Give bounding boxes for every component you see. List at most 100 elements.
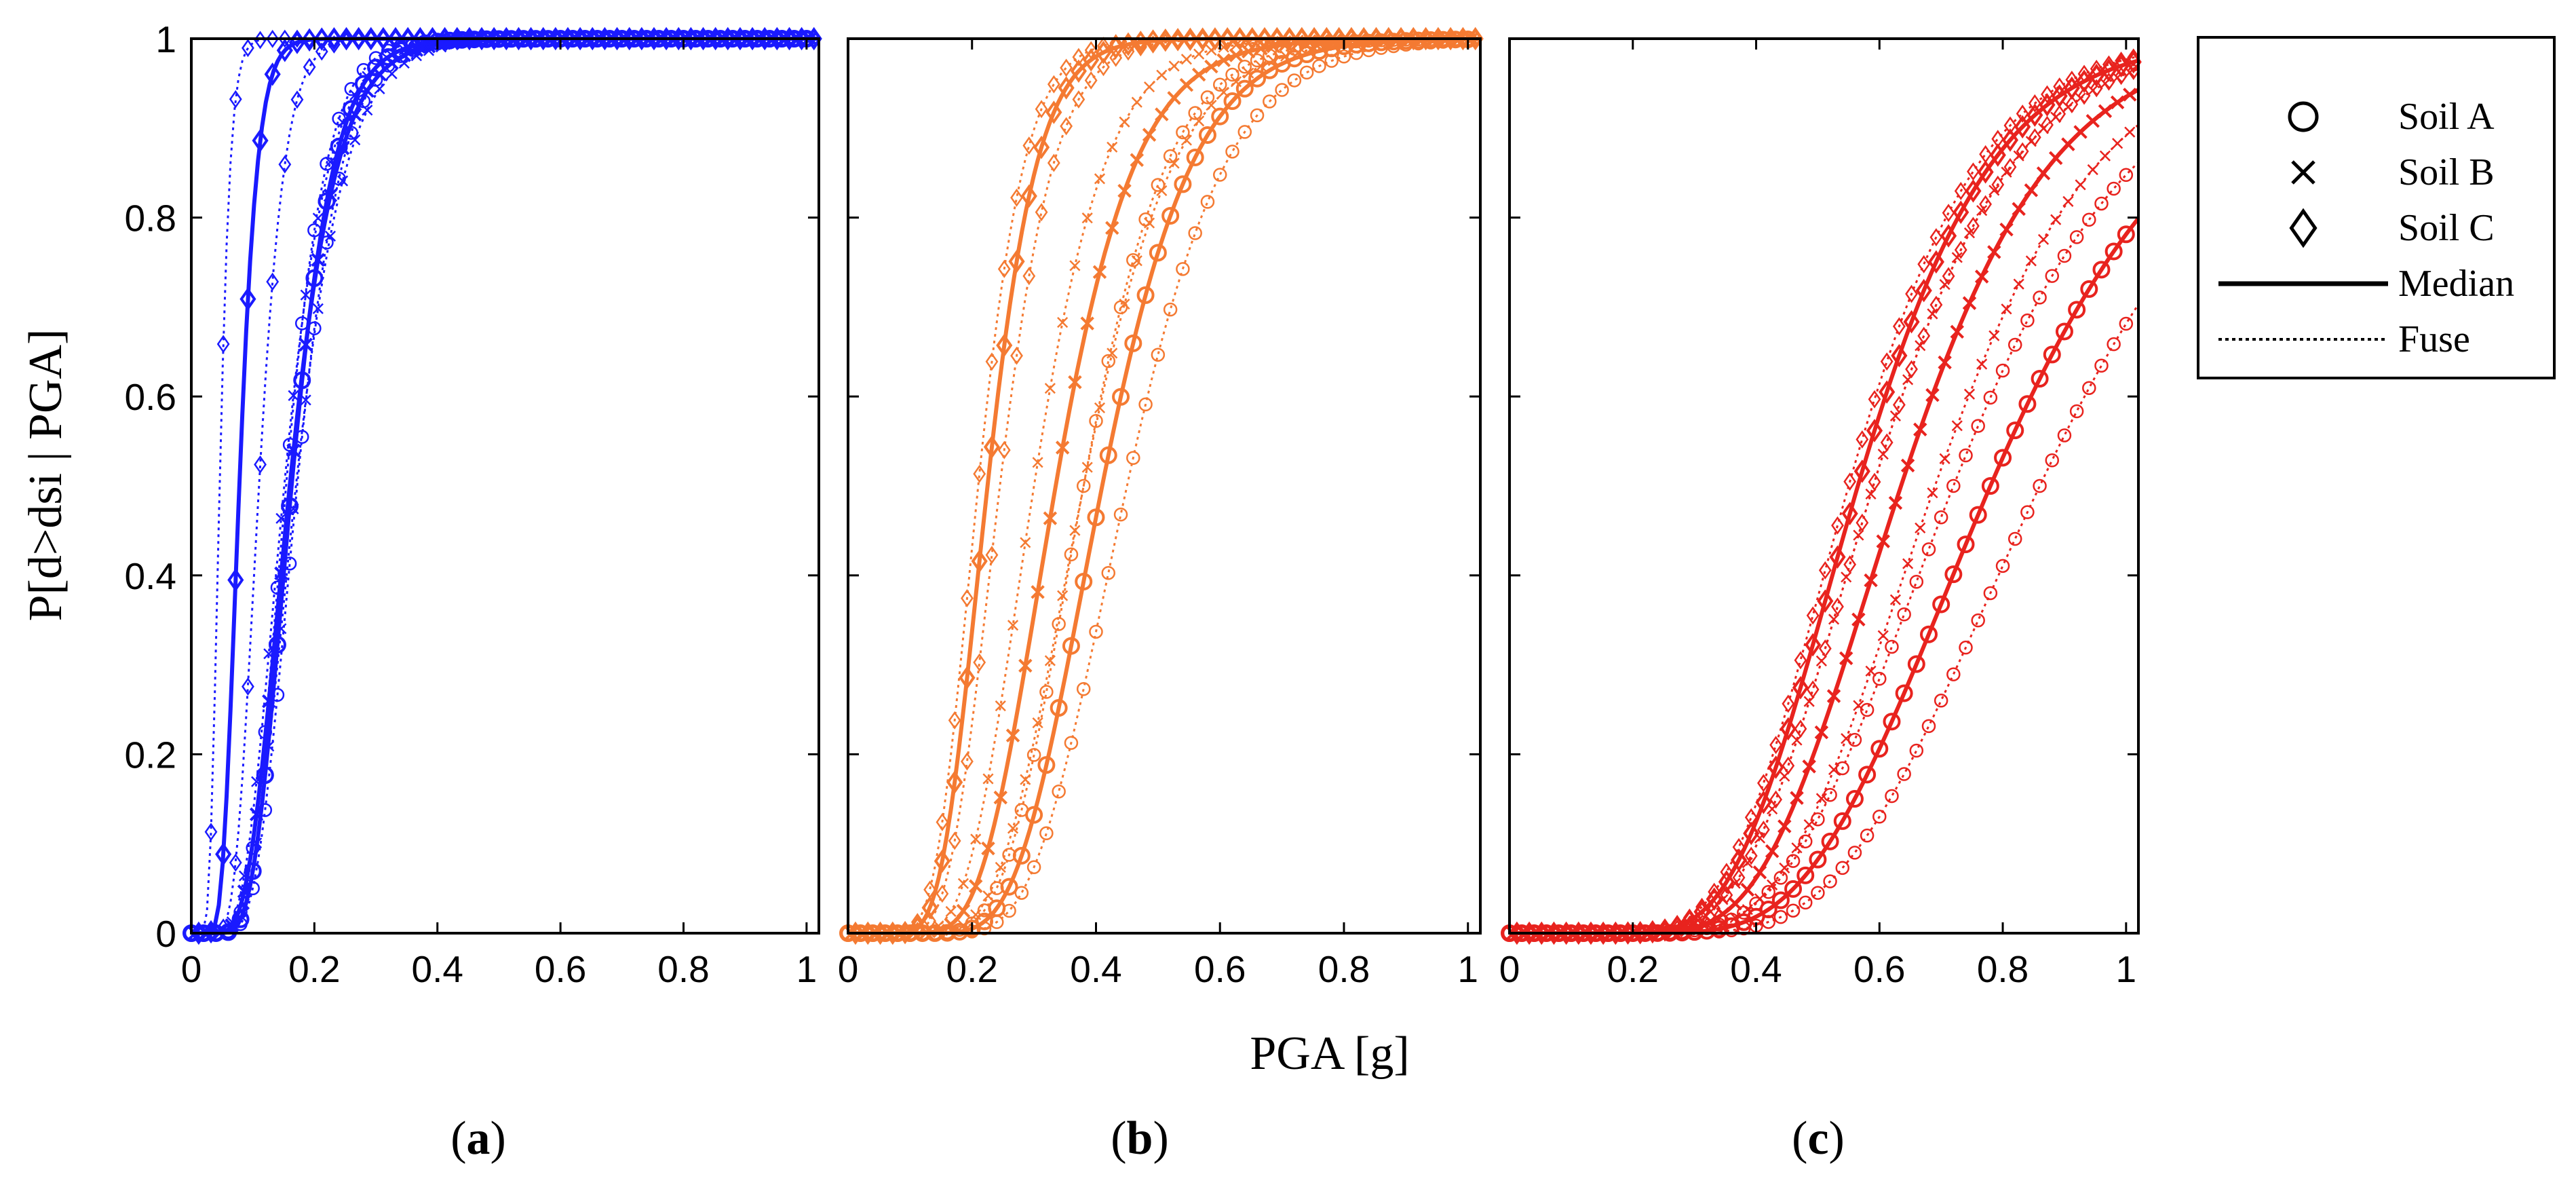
marker-b-soil-a-fuse-upper: [977, 921, 992, 936]
marker-c-soil-a-fuse-lower: [1959, 448, 1973, 463]
marker-c-soil-c-median: [1953, 200, 1969, 224]
marker-c-soil-c-fuse-upper: [2016, 142, 2029, 161]
marker-a-soil-c-median: [461, 26, 478, 51]
marker-b-soil-b-median: [931, 924, 946, 938]
marker-b-soil-b-fuse-lower: [1168, 60, 1180, 72]
marker-c-soil-b-median: [1802, 759, 1816, 774]
marker-b-soil-b-fuse-upper: [1280, 50, 1292, 62]
marker-b-soil-b-median: [1142, 128, 1157, 142]
marker-c-soil-c-median: [1903, 309, 1920, 334]
marker-b-soil-a-fuse-upper: [1014, 886, 1029, 900]
marker-c-soil-c-fuse-upper: [1757, 821, 1770, 839]
marker-c-soil-c-fuse-upper: [1905, 360, 1918, 379]
marker-a-soil-c-median: [215, 842, 232, 866]
marker-c-soil-a-median: [2043, 345, 2061, 364]
marker-b-soil-c-fuse-upper: [1320, 29, 1333, 48]
marker-b-soil-a-fuse-upper: [1026, 860, 1041, 874]
marker-c-soil-c-fuse-upper: [1942, 267, 1955, 286]
marker-c-soil-a-fuse-lower: [1885, 639, 1899, 654]
marker-c-soil-b-median: [2123, 88, 2137, 102]
marker-c-soil-b-fuse-upper: [1803, 818, 1815, 831]
marker-b-soil-c-median: [1467, 26, 1484, 51]
marker-a-soil-c-median: [793, 26, 810, 51]
marker-a-soil-c-fuse-upper: [413, 29, 427, 48]
marker-b-soil-b-median: [1105, 221, 1119, 235]
marker-a-soil-c-fuse-upper: [561, 29, 575, 48]
marker-c-soil-c-median: [1570, 921, 1587, 945]
marker-b-soil-b-median: [993, 790, 1007, 805]
marker-a-soil-c-fuse-upper: [463, 29, 476, 48]
marker-a-soil-b-median: [299, 337, 313, 352]
marker-a-soil-b-median: [286, 443, 301, 457]
marker-a-soil-a-fuse-lower: [368, 51, 383, 65]
marker-b-soil-b-fuse-lower: [1193, 48, 1205, 60]
marker-b-soil-a-median: [1000, 878, 1018, 896]
marker-b-soil-b-fuse-lower: [1032, 457, 1043, 468]
marker-c-soil-b-fuse-upper: [1828, 764, 1840, 776]
marker-c-soil-b-fuse-upper: [2062, 195, 2074, 207]
marker-c-soil-c-fuse-upper: [1658, 922, 1672, 941]
marker-c-soil-c-fuse-upper: [1670, 920, 1684, 938]
marker-c-soil-a-fuse-upper: [2119, 316, 2134, 331]
marker-a-soil-c-median: [744, 26, 761, 51]
marker-a-soil-b-median: [323, 188, 338, 203]
marker-c-soil-a-fuse-lower: [1971, 419, 1985, 433]
marker-c-soil-c-median: [2026, 103, 2043, 127]
marker-a-soil-c-fuse-upper: [746, 29, 759, 48]
marker-c-soil-c-median: [1989, 143, 2006, 167]
marker-c-soil-a-fuse-lower: [1934, 510, 1948, 525]
marker-b-soil-b-fuse-upper: [1317, 41, 1328, 53]
marker-b-soil-c-fuse-upper: [1097, 58, 1110, 77]
marker-c-soil-a-fuse-upper: [2069, 404, 2084, 419]
marker-b-soil-c-fuse-upper: [886, 924, 900, 943]
marker-a-soil-c-fuse-lower: [266, 29, 280, 48]
marker-c-soil-a-fuse-upper: [2107, 337, 2121, 352]
marker-c-soil-c-fuse-lower: [1818, 561, 1832, 580]
marker-a-soil-c-fuse-upper: [795, 29, 809, 48]
marker-c-soil-a-fuse-upper: [1909, 743, 1924, 758]
marker-c-soil-a-median: [1920, 625, 1938, 643]
marker-c-soil-b-median: [2049, 151, 2063, 166]
marker-b-soil-c-median: [1095, 41, 1112, 64]
marker-c-soil-c-fuse-lower: [1695, 897, 1708, 916]
marker-b-soil-c-fuse-lower: [1060, 58, 1073, 77]
panel-label-a: (a): [450, 1112, 506, 1165]
marker-c-soil-c-median: [1817, 589, 1834, 613]
marker-b-soil-b-median: [1080, 316, 1094, 331]
marker-c-soil-a-fuse-lower: [2057, 248, 2072, 263]
marker-c-soil-b-fuse-upper: [1742, 904, 1753, 916]
marker-b-soil-c-fuse-upper: [1147, 35, 1159, 54]
marker-c-soil-c-fuse-upper: [1634, 924, 1647, 942]
marker-c-soil-a-median: [1895, 684, 1913, 702]
marker-b-soil-a-fuse-lower: [1064, 547, 1079, 562]
marker-b-soil-c-fuse-lower: [1084, 41, 1098, 60]
marker-b-soil-c-fuse-upper: [898, 924, 912, 943]
marker-c-soil-b-fuse-upper: [1705, 922, 1716, 933]
marker-b-soil-c-fuse-lower: [1022, 136, 1036, 155]
marker-b-soil-c-fuse-upper: [985, 546, 999, 565]
marker-c-soil-b-fuse-upper: [2037, 233, 2050, 245]
marker-b-soil-c-fuse-upper: [1060, 117, 1073, 136]
marker-a-soil-c-median: [448, 26, 465, 51]
marker-c-soil-a-median: [2031, 370, 2049, 388]
marker-b-soil-b-fuse-lower: [1156, 69, 1168, 81]
legend-symbols: [2218, 101, 2388, 341]
marker-b-soil-c-median: [996, 333, 1013, 358]
marker-b-soil-b-fuse-upper: [1094, 402, 1106, 414]
marker-b-soil-a-median: [1062, 637, 1080, 655]
marker-b-soil-b-median: [1092, 265, 1107, 280]
marker-b-soil-c-median: [1330, 26, 1347, 51]
marker-b-soil-a-fuse-lower: [1225, 67, 1239, 82]
marker-c-soil-a-fuse-lower: [2082, 212, 2096, 227]
marker-c-soil-b-median: [2036, 166, 2051, 181]
marker-b-soil-c-fuse-lower: [1097, 37, 1110, 56]
marker-a-soil-b-fuse-upper: [410, 50, 422, 62]
marker-b-soil-a-fuse-lower: [1101, 354, 1116, 369]
marker-a-soil-b-fuse-upper: [324, 230, 337, 242]
marker-c-soil-a-fuse-upper: [1897, 767, 1911, 781]
marker-a-soil-c-fuse-upper: [401, 29, 415, 48]
x-tick-label: 1: [2116, 948, 2137, 990]
marker-c-soil-c-fuse-lower: [1831, 516, 1844, 535]
marker-a-soil-b-fuse-upper: [398, 58, 410, 69]
marker-b-soil-b-median: [1117, 183, 1132, 198]
